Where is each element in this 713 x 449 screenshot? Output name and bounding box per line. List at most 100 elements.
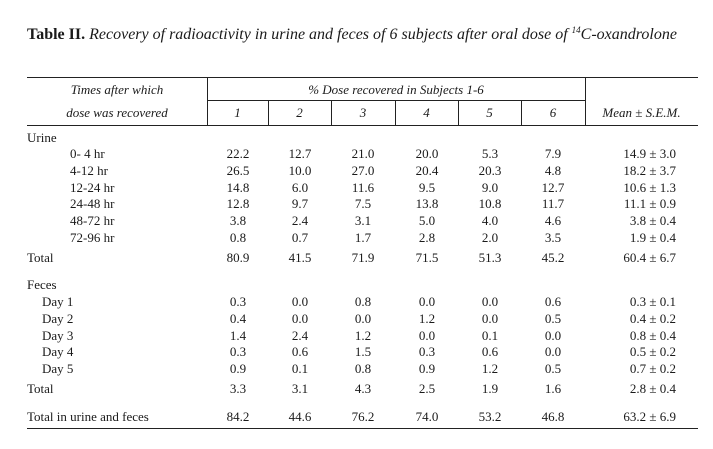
urine-row-subject-5-value: 2.0: [481, 230, 499, 245]
urine-row-subject-4-value: 20.0: [415, 146, 439, 161]
urine-row-subject-3-value: 3.1: [354, 213, 372, 228]
urine-total-subject-3-value: 71.9: [351, 250, 375, 265]
grand-total-subject-4-value: 74.0: [415, 409, 439, 424]
urine-row-subject-1-value: 14.8: [226, 180, 250, 195]
urine-row-subject-2-value: 9.7: [291, 196, 309, 211]
header-subjects-span: % Dose recovered in Subjects 1-6: [308, 82, 484, 97]
caption-text: Recovery of radioactivity in urine and f…: [85, 25, 677, 44]
feces-row-subject-5-value: 0.6: [481, 344, 499, 359]
urine-row-mean: 11.1 ± 0.9: [623, 196, 676, 211]
feces-row-subject-3-value: 0.8: [354, 361, 372, 376]
feces-row-label: Day 1: [42, 294, 74, 309]
feces-total-mean: 2.8 ± 0.4: [629, 381, 676, 396]
feces-total-subject-3-value: 4.3: [354, 381, 372, 396]
urine-row-subject-5-value: 4.0: [481, 213, 499, 228]
feces-row-subject-1-value: 0.4: [229, 311, 247, 326]
urine-row-subject-3-value: 21.0: [351, 146, 375, 161]
urine-row-subject-1-value: 22.2: [226, 146, 250, 161]
urine-row-subject-3-value: 7.5: [354, 196, 372, 211]
header-subject-6: 6: [549, 105, 557, 120]
header-divider-right: [585, 77, 586, 125]
feces-total-subject-6-value: 1.6: [544, 381, 562, 396]
urine-row-subject-5-value: 9.0: [481, 180, 499, 195]
feces-row-label: Day 3: [42, 328, 74, 343]
grand-total-subject-5-value: 53.2: [478, 409, 502, 424]
urine-total-subject-1-value: 80.9: [226, 250, 250, 265]
grand-total-subject-3-value: 76.2: [351, 409, 375, 424]
urine-row-subject-6-value: 7.9: [544, 146, 562, 161]
urine-row-subject-1-value: 12.8: [226, 196, 250, 211]
table-caption: Table II. Recovery of radioactivity in u…: [27, 26, 687, 44]
urine-row-mean: 14.9 ± 3.0: [623, 146, 676, 161]
caption-text-before: Recovery of radioactivity in urine and f…: [85, 26, 572, 43]
urine-row-subject-2-value: 2.4: [291, 213, 309, 228]
header-subject-2: 2: [296, 105, 303, 120]
feces-row-subject-3-value: 0.8: [354, 294, 372, 309]
feces-row-subject-3-value: 1.5: [354, 344, 372, 359]
urine-row-label: 48-72 hr: [70, 213, 115, 228]
feces-total-subject-1-value: 3.3: [229, 381, 247, 396]
header-subject-4: 4: [423, 105, 430, 120]
urine-total-subject-4-value: 71.5: [415, 250, 439, 265]
urine-row-subject-4-value: 13.8: [415, 196, 439, 211]
urine-total-mean: 60.4 ± 6.7: [623, 250, 676, 265]
urine-row-subject-5-value: 10.8: [478, 196, 502, 211]
caption-superscript: 14: [571, 25, 581, 35]
feces-row-subject-5-value: 0.0: [481, 294, 499, 309]
feces-row-subject-2-value: 0.0: [291, 294, 309, 309]
feces-row-subject-2-value: 0.1: [291, 361, 309, 376]
urine-row-subject-6-value: 3.5: [544, 230, 562, 245]
feces-row-subject-4-value: 0.9: [418, 361, 436, 376]
subject-divider: [331, 100, 332, 125]
feces-row-subject-1-value: 0.3: [229, 294, 247, 309]
urine-row-subject-3-value: 1.7: [354, 230, 372, 245]
urine-row-subject-6-value: 12.7: [541, 180, 565, 195]
feces-row-subject-6-value: 0.0: [544, 344, 562, 359]
header-subject-1: 1: [234, 105, 241, 120]
feces-row-subject-2-value: 0.6: [291, 344, 309, 359]
urine-row-subject-1-value: 26.5: [226, 163, 250, 178]
urine-total-subject-2-value: 41.5: [288, 250, 312, 265]
feces-row-mean: 0.3 ± 0.1: [629, 294, 676, 309]
urine-row-subject-6-value: 4.6: [544, 213, 562, 228]
feces-row-subject-4-value: 0.0: [418, 328, 436, 343]
feces-total-label: Total: [27, 381, 54, 396]
urine-row-label: 72-96 hr: [70, 230, 115, 245]
urine-row-subject-4-value: 20.4: [415, 163, 439, 178]
feces-row-subject-4-value: 0.0: [418, 294, 436, 309]
urine-row-mean: 1.9 ± 0.4: [629, 230, 676, 245]
urine-row-mean: 10.6 ± 1.3: [623, 180, 676, 195]
grand-total-mean: 63.2 ± 6.9: [623, 409, 676, 424]
subject-divider: [268, 100, 269, 125]
grand-total-subject-6-value: 46.8: [541, 409, 565, 424]
feces-total-subject-5-value: 1.9: [481, 381, 499, 396]
urine-row-subject-1-value: 0.8: [229, 230, 247, 245]
urine-total-label: Total: [27, 250, 54, 265]
feces-row-mean: 0.5 ± 0.2: [629, 344, 676, 359]
urine-row-subject-2-value: 12.7: [288, 146, 312, 161]
feces-row-mean: 0.7 ± 0.2: [629, 361, 676, 376]
urine-total-subject-6-value: 45.2: [541, 250, 565, 265]
feces-total-subject-4-value: 2.5: [418, 381, 436, 396]
urine-row-subject-5-value: 5.3: [481, 146, 499, 161]
urine-total-subject-5-value: 51.3: [478, 250, 502, 265]
subject-divider: [521, 100, 522, 125]
section-label-feces: Feces: [27, 277, 57, 292]
feces-row-mean: 0.4 ± 0.2: [629, 311, 676, 326]
grand-total-subject-2-value: 44.6: [288, 409, 312, 424]
feces-row-subject-5-value: 0.0: [481, 311, 499, 326]
header-time-col-line2: dose was recovered: [66, 105, 168, 120]
header-mean: Mean ± S.E.M.: [602, 105, 681, 120]
urine-row-subject-3-value: 11.6: [351, 180, 375, 195]
feces-row-label: Day 2: [42, 311, 74, 326]
feces-row-subject-3-value: 0.0: [354, 311, 372, 326]
urine-row-subject-6-value: 4.8: [544, 163, 562, 178]
feces-row-subject-1-value: 0.3: [229, 344, 247, 359]
urine-row-subject-4-value: 2.8: [418, 230, 436, 245]
urine-row-label: 24-48 hr: [70, 196, 115, 211]
feces-row-subject-4-value: 1.2: [418, 311, 436, 326]
subject-divider: [395, 100, 396, 125]
feces-row-subject-2-value: 2.4: [291, 328, 309, 343]
caption-lead: Table II.: [27, 26, 86, 43]
feces-row-label: Day 4: [42, 344, 74, 359]
